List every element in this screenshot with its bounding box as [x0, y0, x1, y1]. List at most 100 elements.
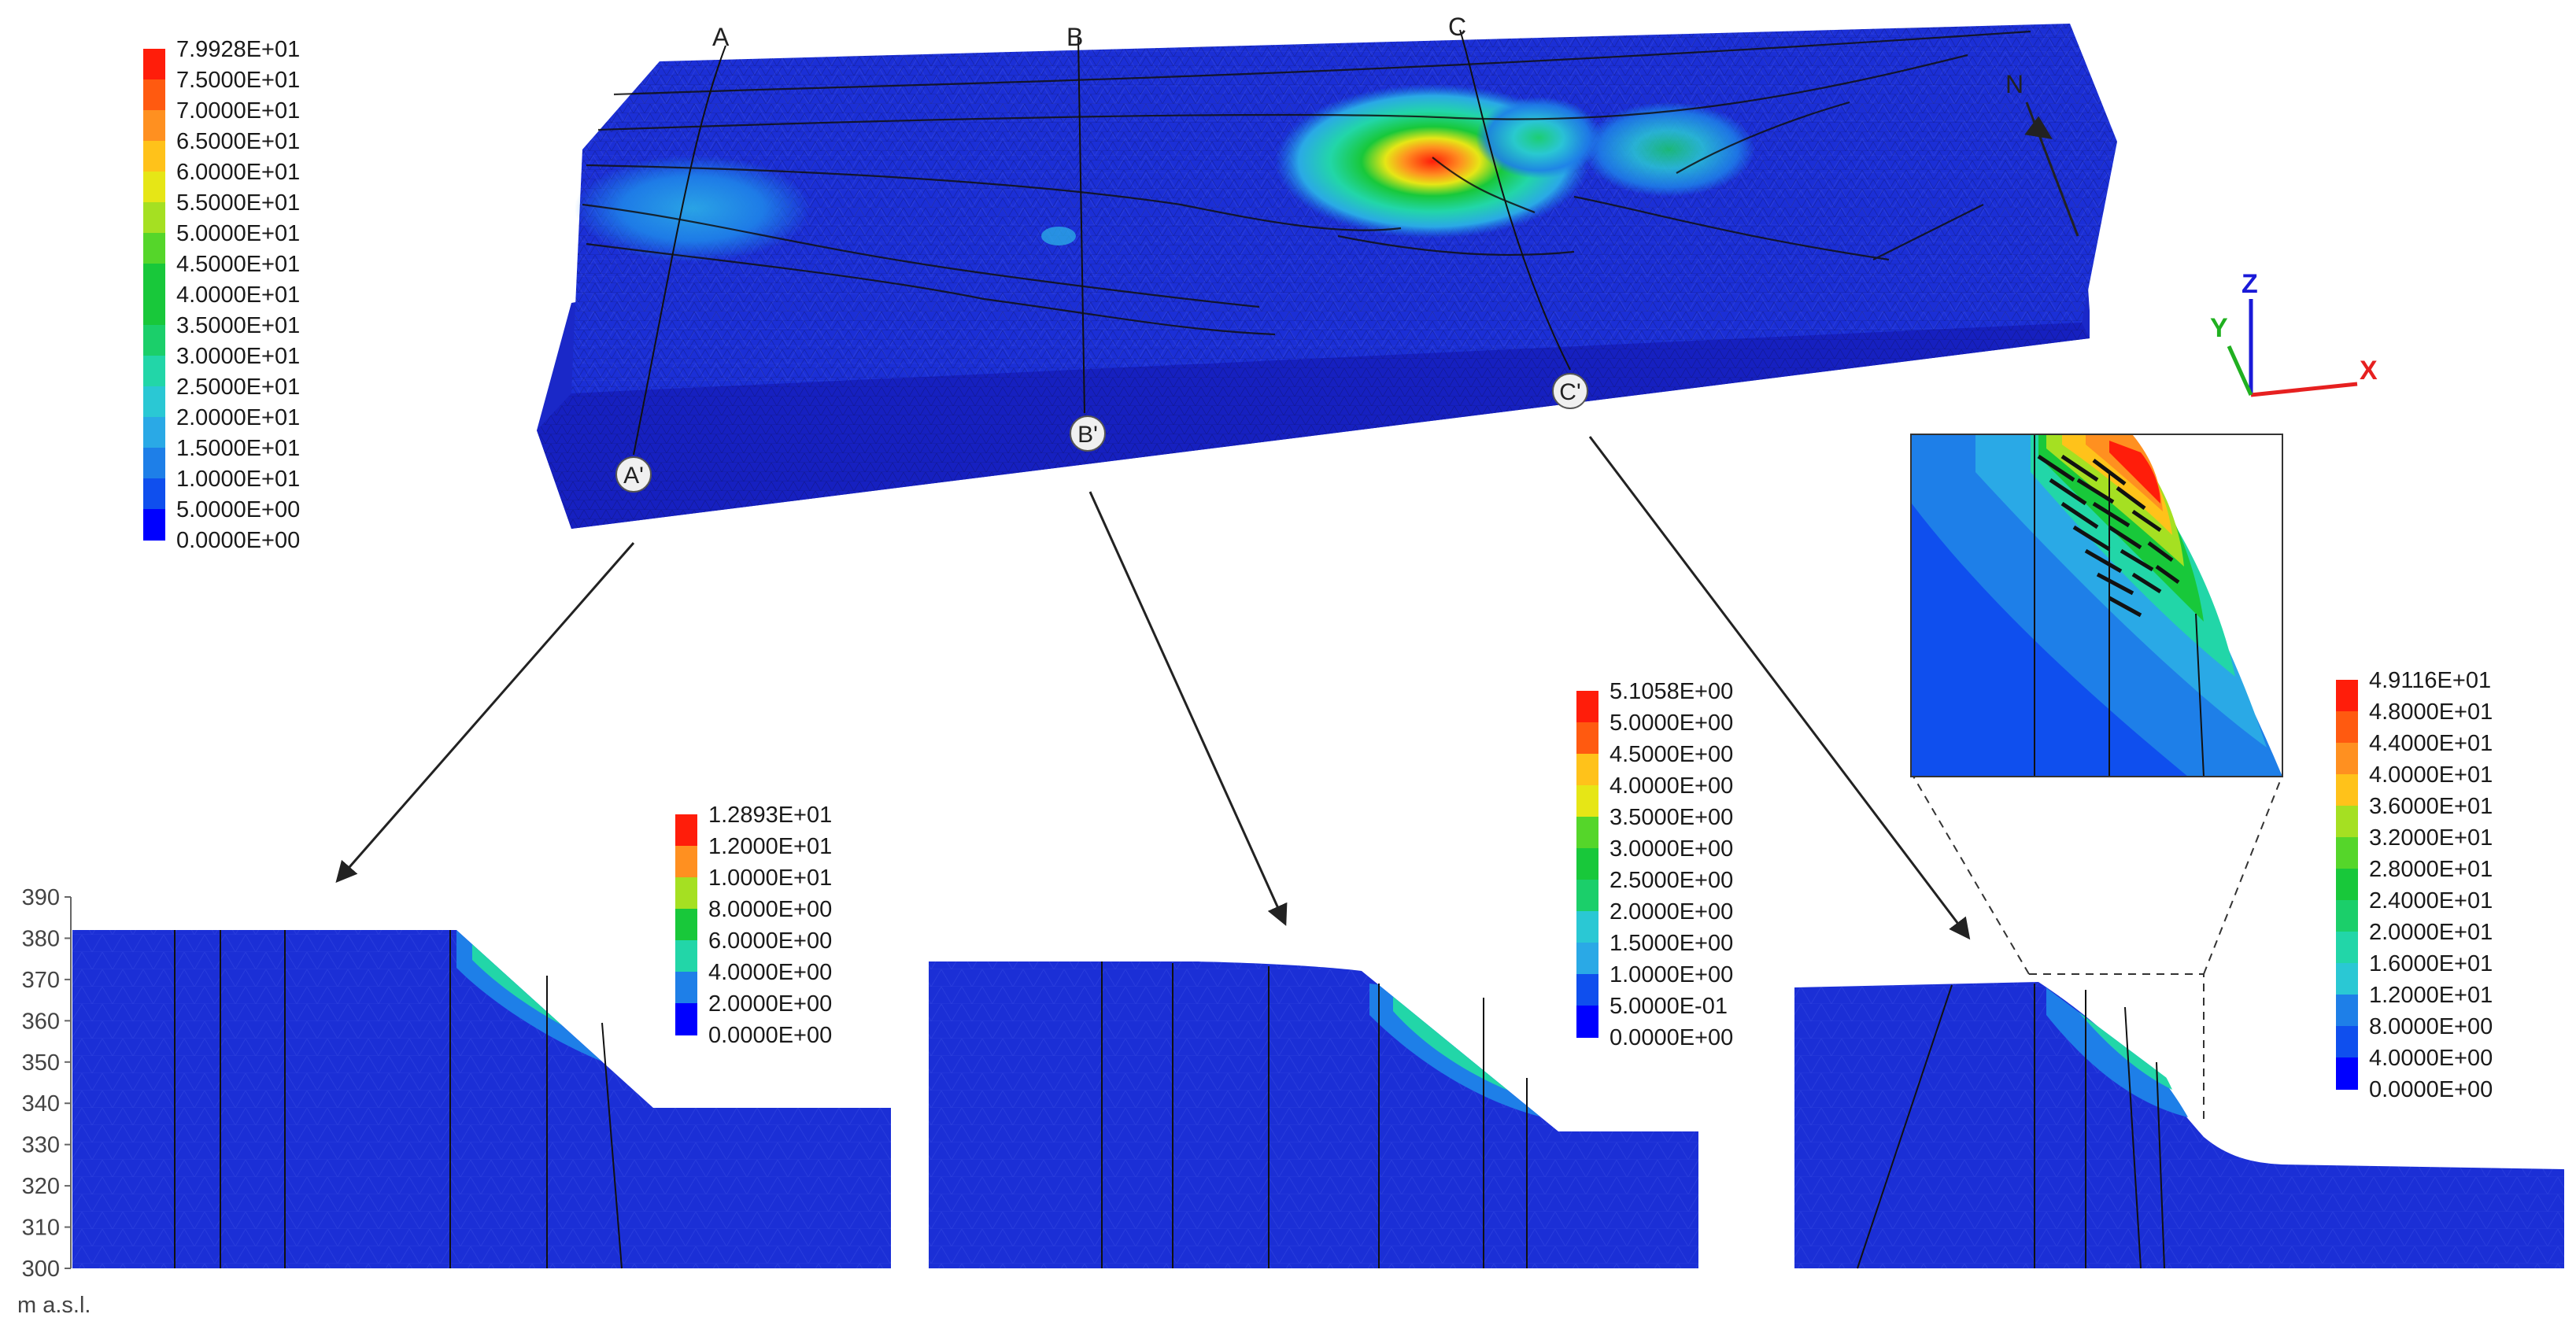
legend-c-swatch [2336, 806, 2358, 838]
zoom-indicator [1912, 774, 2283, 1125]
legend-top-label: 2.5000E+01 [176, 375, 300, 400]
legend-b-label: 4.0000E+00 [1610, 773, 1733, 799]
axis-x-label: X [2360, 356, 2378, 386]
legend-a-swatch [675, 846, 697, 878]
elevation-tick-label: 300 [22, 1257, 60, 1282]
legend-top-label: 4.0000E+01 [176, 282, 300, 308]
legend-top-label: 6.0000E+01 [176, 160, 300, 185]
label-b-prime: B' [1077, 422, 1098, 448]
legend-c-label: 3.2000E+01 [2369, 825, 2493, 851]
legend-section-a: 1.2893E+01 1.2000E+01 1.0000E+01 8.0000E+00… [675, 803, 832, 1048]
legend-b-label: 2.0000E+00 [1610, 899, 1733, 925]
legend-c-swatch [2336, 743, 2358, 775]
legend-a-label: 2.0000E+00 [708, 991, 832, 1017]
legend-a-swatch [675, 940, 697, 973]
legend-section-b: 5.1058E+00 5.0000E+00 4.5000E+00 4.0000E+00… [1576, 679, 1733, 1050]
legend-top-swatch [143, 294, 165, 326]
legend-c-swatch [2336, 711, 2358, 744]
legend-b-label: 3.0000E+00 [1610, 836, 1733, 862]
label-c: C [1448, 13, 1466, 41]
legend-a-label: 0.0000E+00 [708, 1023, 832, 1048]
section-line-c [1459, 29, 1571, 371]
legend-top: 7.9928E+01 7.5000E+01 7.0000E+01 6.5000E+01… [143, 37, 300, 553]
legend-a-label: 1.2000E+01 [708, 834, 832, 859]
elevation-tick-label: 320 [22, 1174, 60, 1199]
legend-c-label: 4.0000E+01 [2369, 762, 2493, 788]
displacement-zone-b-small [1041, 227, 1076, 245]
legend-c-swatches [2336, 680, 2358, 1090]
legend-b-label: 3.5000E+00 [1610, 805, 1733, 830]
axis-z-label: Z [2242, 269, 2258, 299]
legend-a-label: 1.2893E+01 [708, 803, 832, 828]
callout-arrows [335, 436, 1971, 940]
section-c-boreholes [1857, 984, 2165, 1269]
legend-top-swatch [143, 478, 165, 510]
legend-c-swatch [2336, 995, 2358, 1027]
legend-a-swatch [675, 1003, 697, 1035]
legend-section-c: 4.9116E+01 4.8000E+01 4.4000E+01 4.0000E+01… [2336, 668, 2493, 1102]
legend-b-swatch [1576, 785, 1598, 818]
legend-a-label: 6.0000E+00 [708, 928, 832, 954]
legend-b-swatch [1576, 880, 1598, 912]
legend-top-label: 4.5000E+01 [176, 252, 300, 277]
svg-text:N: N [2005, 70, 2023, 98]
legend-a-swatch [675, 814, 697, 847]
legend-c-label: 1.6000E+01 [2369, 951, 2493, 976]
legend-b-label: 5.1058E+00 [1610, 679, 1733, 704]
legend-top-label: 2.0000E+01 [176, 405, 300, 430]
terrain-break-lines [582, 30, 2031, 336]
elevation-tick-label: 330 [22, 1133, 60, 1158]
section-line-a [633, 45, 726, 456]
legend-c-label: 2.0000E+01 [2369, 920, 2493, 945]
legend-top-label: 1.0000E+01 [176, 467, 300, 492]
label-c-prime-badge: C' [1552, 373, 1588, 409]
legend-b-swatch [1576, 974, 1598, 1006]
legend-top-swatch [143, 49, 165, 80]
legend-c-swatch [2336, 1026, 2358, 1058]
legend-b-swatch [1576, 722, 1598, 755]
legend-a-swatch [675, 909, 697, 941]
legend-c-label: 0.0000E+00 [2369, 1077, 2493, 1102]
section-b-boreholes [1101, 961, 1528, 1268]
legend-top-swatch [143, 509, 165, 541]
section-lines [633, 29, 1571, 456]
legend-top-label: 5.0000E+01 [176, 221, 300, 246]
legend-top-label: 5.5000E+01 [176, 190, 300, 216]
legend-c-labels: 4.9116E+01 4.8000E+01 4.4000E+01 4.0000E+01… [2369, 668, 2493, 1102]
legend-top-label: 7.5000E+01 [176, 68, 300, 93]
legend-c-swatch [2336, 900, 2358, 932]
label-b-prime-badge: B' [1070, 415, 1106, 452]
displacement-zone-c-east [1476, 97, 1602, 179]
legend-top-label: 6.5000E+01 [176, 129, 300, 154]
elevation-axis: 390 380 370 360 350 340 330 320 310 300 m a.s.l. [17, 885, 91, 1318]
legend-top-swatch [143, 448, 165, 479]
elevation-tick-label: 310 [22, 1216, 60, 1241]
elevation-ticks: 390 380 370 360 350 340 330 320 310 300 [22, 885, 71, 1282]
legend-c-label: 8.0000E+00 [2369, 1014, 2493, 1039]
legend-b-swatch [1576, 943, 1598, 975]
legend-a-label: 1.0000E+01 [708, 865, 832, 891]
axis-y-label: Y [2210, 313, 2228, 343]
label-c-prime: C' [1559, 379, 1580, 405]
legend-a-label: 4.0000E+00 [708, 960, 832, 985]
legend-b-swatch [1576, 754, 1598, 786]
legend-c-label: 2.4000E+01 [2369, 888, 2493, 913]
legend-top-label: 1.5000E+01 [176, 436, 300, 461]
legend-top-swatch [143, 386, 165, 418]
legend-c-label: 4.0000E+00 [2369, 1046, 2493, 1071]
legend-b-swatch [1576, 1006, 1598, 1038]
legend-c-swatch [2336, 774, 2358, 806]
north-arrow-icon: N [2005, 70, 2079, 237]
displacement-zone-c-far [1582, 102, 1755, 197]
legend-top-swatch [143, 141, 165, 172]
legend-c-label: 2.8000E+01 [2369, 857, 2493, 882]
legend-c-label: 1.2000E+01 [2369, 983, 2493, 1008]
legend-top-label: 7.9928E+01 [176, 37, 300, 62]
section-a-boreholes [174, 930, 623, 1269]
displacement-vectors-inset [2037, 454, 2180, 618]
elevation-tick-label: 370 [22, 968, 60, 993]
legend-top-label: 5.0000E+00 [176, 497, 300, 522]
legend-a-swatches [675, 814, 697, 1035]
legend-b-swatch [1576, 817, 1598, 849]
elevation-tick-label: 350 [22, 1050, 60, 1076]
